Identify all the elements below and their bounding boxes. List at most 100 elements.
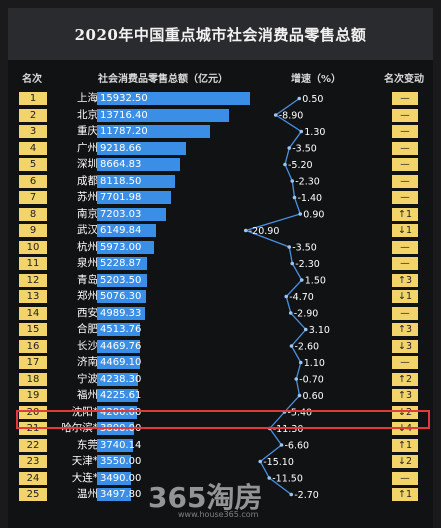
city-label: 成都 — [77, 174, 98, 187]
rank-change-badge: — — [392, 141, 418, 155]
sales-bar — [97, 108, 230, 122]
sales-bar — [97, 372, 138, 386]
city-label: 青岛 — [77, 273, 98, 286]
sales-value: 4513.76 — [100, 324, 142, 335]
rank-change-badge: ↓3 — [392, 339, 418, 353]
header-rank: 名次 — [22, 74, 42, 85]
sales-value: 11787.20 — [100, 126, 148, 137]
rank-box: 10 — [19, 240, 47, 254]
rank-box: 5 — [19, 158, 47, 171]
sales-bar — [97, 455, 132, 468]
rank-change-badge: ↓2 — [392, 455, 418, 468]
rank-box: 15 — [19, 323, 47, 336]
growth-label: 0.90 — [303, 210, 324, 221]
growth-label: -4.70 — [289, 292, 314, 303]
growth-label: -5.20 — [288, 160, 313, 171]
rank-change-badge: ↓2 — [392, 405, 418, 419]
sales-bar — [97, 158, 181, 171]
growth-label: -0.70 — [299, 375, 324, 386]
growth-point — [267, 476, 272, 480]
rank-change-badge: ↑1 — [392, 438, 418, 452]
growth-label: 0.50 — [302, 94, 323, 105]
sales-value: 7203.03 — [100, 208, 142, 220]
rank-change-badge: — — [392, 191, 418, 204]
header-growth: 增速（%） — [291, 74, 342, 85]
city-label: 宁波 — [77, 372, 98, 385]
growth-label: 0.60 — [303, 391, 324, 402]
sales-bar — [97, 488, 131, 501]
sales-value: 9218.66 — [100, 142, 142, 154]
highlight-box-fuzhou — [16, 410, 430, 429]
chart-title: 2020年中国重点城市社会消费品零售总额 — [74, 25, 367, 44]
sales-bar — [97, 240, 155, 254]
rank-change-badge: — — [392, 306, 418, 320]
header-sales: 社会消费品零售总额（亿元） — [98, 74, 228, 85]
growth-point — [303, 327, 308, 332]
sales-bar — [97, 405, 138, 419]
growth-point — [288, 311, 293, 315]
sales-bar — [97, 191, 172, 204]
growth-label: -2.60 — [295, 342, 320, 353]
city-label: 福州 — [77, 389, 98, 401]
rank-box: 20 — [19, 405, 47, 419]
city-label: 重庆 — [77, 125, 98, 137]
rank-change-badge: ↑1 — [392, 488, 418, 501]
sales-value: 3550.00 — [100, 456, 142, 467]
sales-bar — [97, 273, 148, 287]
rank-box: 17 — [19, 356, 47, 369]
growth-point — [279, 443, 284, 447]
city-label: 上海 — [77, 92, 98, 104]
city-label: 郑州 — [77, 290, 98, 302]
rank-change-badge: — — [392, 356, 418, 369]
growth-label: -8.90 — [279, 111, 304, 122]
sales-value: 5203.50 — [100, 274, 142, 286]
sales-value: 8118.50 — [100, 175, 142, 187]
watermark-logo: 365淘房 — [148, 481, 263, 514]
sales-bar — [97, 389, 138, 402]
city-label: 北京 — [77, 108, 98, 121]
sales-bar — [97, 141, 186, 155]
rank-box: 18 — [19, 372, 47, 386]
growth-label: -5.40 — [288, 408, 313, 419]
city-label: 济南 — [77, 356, 98, 368]
growth-point — [294, 377, 299, 381]
sales-bar — [97, 339, 141, 353]
rank-box: 12 — [19, 273, 47, 287]
sales-value: 3740.14 — [100, 439, 142, 451]
sales-value: 15932.50 — [100, 93, 148, 104]
watermark-url: www.house365.com — [178, 510, 259, 519]
sales-bar — [97, 257, 148, 270]
growth-point — [258, 459, 263, 464]
growth-point — [289, 492, 294, 497]
rank-change-badge: ↑3 — [392, 273, 418, 287]
growth-label: -2.30 — [295, 177, 320, 188]
sales-value: 3497.80 — [100, 489, 142, 500]
rank-box: 2 — [19, 108, 47, 122]
rank-box: 24 — [19, 471, 47, 485]
growth-label: -1.40 — [298, 193, 323, 204]
rank-change-badge: ↓1 — [392, 224, 418, 237]
growth-line-chart: 0.50 -8.901.30 -3.50 -5.20 -2.30 -1.40 0.90 -20… — [243, 94, 330, 501]
growth-label: -20.90 — [249, 226, 280, 237]
rank-box: 7 — [19, 191, 47, 204]
title-bar: 2020年中国重点城市社会消费品零售总额 — [8, 8, 433, 60]
chart-panel: 2020年中国重点城市社会消费品零售总额 名次 社会消费品零售总额（亿元） 增速… — [8, 8, 433, 528]
growth-label: -15.10 — [263, 457, 294, 468]
sales-bar — [97, 356, 140, 369]
growth-point — [298, 212, 303, 216]
rank-box: 16 — [19, 339, 47, 353]
sales-bar — [97, 224, 157, 237]
rank-box: 25 — [19, 488, 47, 501]
growth-label: -2.70 — [294, 490, 319, 501]
rank-change-badge: — — [392, 108, 418, 122]
sales-value: 6149.84 — [100, 225, 142, 236]
city-label: 天津* — [71, 455, 98, 467]
city-label: 南京 — [77, 207, 98, 220]
rank-box: 22 — [19, 438, 47, 452]
sales-bar — [97, 438, 133, 452]
sales-bar — [97, 125, 211, 138]
rank-change-badge: — — [392, 174, 418, 188]
rank-change-badge: — — [392, 158, 418, 171]
rank-change-badge: — — [392, 257, 418, 270]
growth-label: 1.10 — [304, 358, 325, 369]
